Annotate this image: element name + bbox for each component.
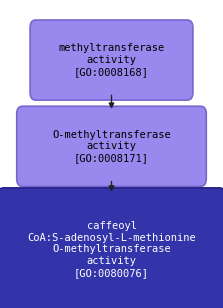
Text: methyltransferase
activity
[GO:0008168]: methyltransferase activity [GO:0008168] xyxy=(58,43,165,77)
FancyBboxPatch shape xyxy=(17,106,206,186)
Text: caffeoyl
CoA:S-adenosyl-L-methionine
O-methyltransferase
activity
[GO:0080076]: caffeoyl CoA:S-adenosyl-L-methionine O-m… xyxy=(27,221,196,278)
FancyBboxPatch shape xyxy=(30,20,193,100)
FancyBboxPatch shape xyxy=(0,188,223,308)
Text: O-methyltransferase
activity
[GO:0008171]: O-methyltransferase activity [GO:0008171… xyxy=(52,130,171,163)
